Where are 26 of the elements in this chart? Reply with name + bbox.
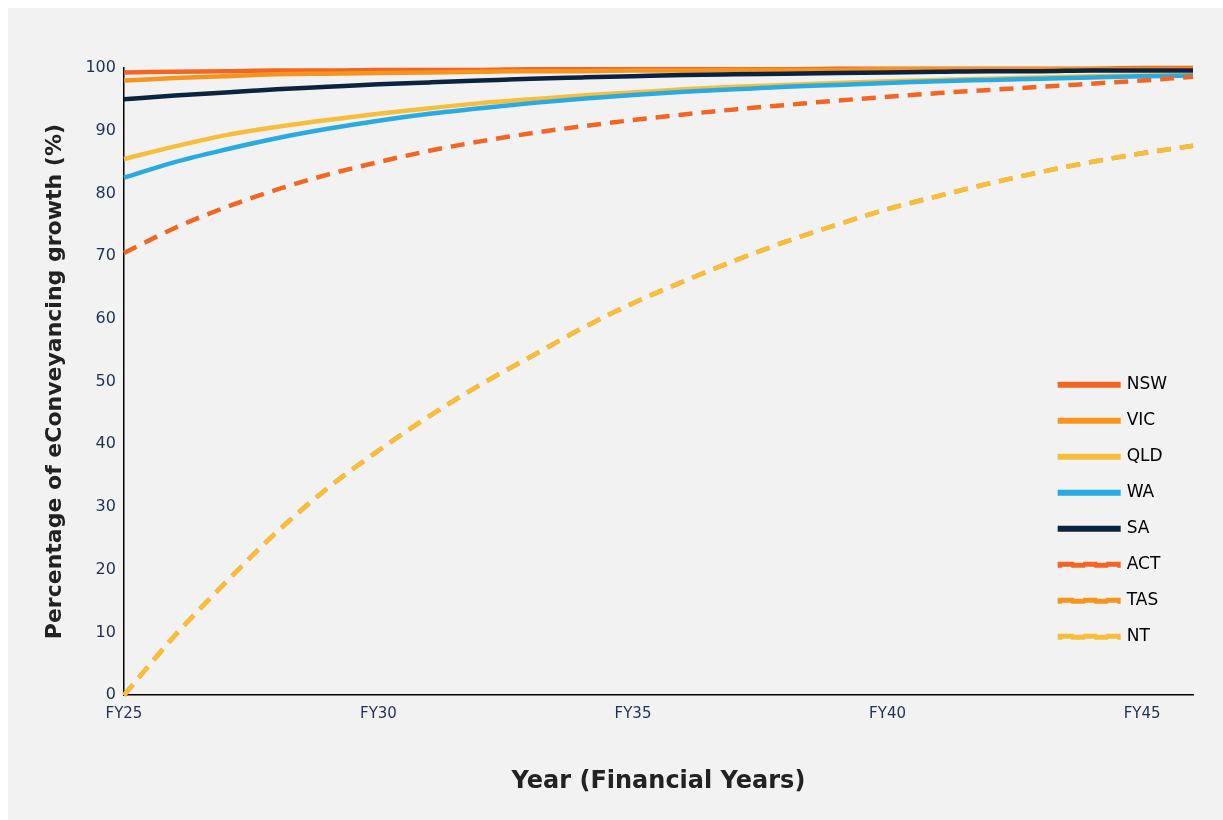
legend-label: NT <box>1126 625 1151 646</box>
y-tick-label: 50 <box>95 370 116 390</box>
y-tick-label: 0 <box>105 684 116 704</box>
y-tick-label: 40 <box>95 433 116 453</box>
x-tick-label: FY40 <box>869 704 906 723</box>
y-tick-label: 80 <box>95 182 116 202</box>
legend-label: ACT <box>1126 553 1161 574</box>
y-tick-label: 20 <box>95 558 116 578</box>
y-tick-label: 10 <box>95 621 116 641</box>
x-axis-title: Year (Financial Years) <box>510 765 806 794</box>
y-tick-label: 100 <box>85 57 116 77</box>
y-tick-label: 70 <box>95 245 116 265</box>
x-tick-label: FY25 <box>105 704 143 723</box>
x-tick-label: FY45 <box>1123 704 1161 723</box>
x-tick-label: FY35 <box>614 704 652 723</box>
legend-label: NSW <box>1126 373 1168 394</box>
legend-label: SA <box>1126 517 1150 538</box>
x-tick-label: FY30 <box>360 704 397 723</box>
y-tick-label: 60 <box>95 308 116 328</box>
legend-label: WA <box>1126 481 1155 502</box>
legend-label: QLD <box>1126 445 1163 466</box>
y-axis-title: Percentage of eConveyancing growth (%) <box>40 124 66 640</box>
legend-label: VIC <box>1126 409 1156 430</box>
legend-label: TAS <box>1125 589 1159 610</box>
y-tick-label: 30 <box>95 496 116 516</box>
y-tick-label: 90 <box>95 119 116 139</box>
